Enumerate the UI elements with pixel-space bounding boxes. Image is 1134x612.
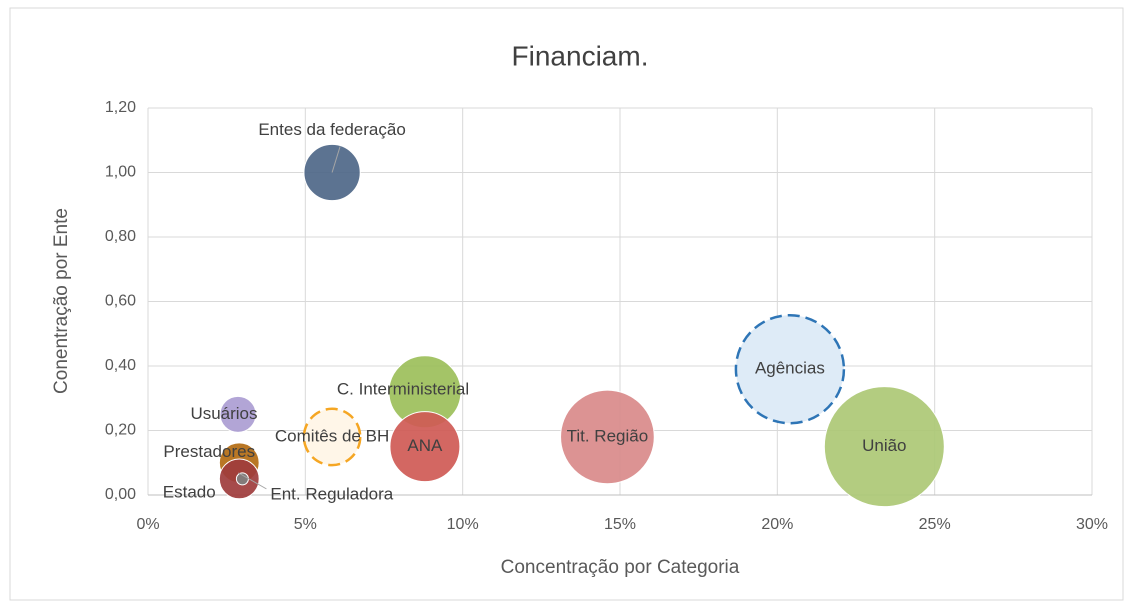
bubble [302, 407, 362, 467]
chart-frame [9, 7, 1124, 601]
y-axis-title: Conentração por Ente [51, 208, 72, 394]
x-tick-label: 30% [1076, 516, 1108, 533]
bubble [389, 411, 461, 483]
data-label: Agências [755, 359, 825, 378]
y-tick-label: 0,20 [105, 422, 136, 439]
chart-title: Financiam. [512, 40, 649, 71]
y-tick-label: 0,40 [105, 357, 136, 374]
data-label: União [862, 436, 906, 455]
x-tick-label: 5% [294, 516, 317, 533]
x-axis-title: Concentração por Categoria [501, 557, 740, 578]
x-tick-label: 15% [604, 516, 636, 533]
data-label: Prestadores [163, 442, 255, 461]
data-label: Ent. Reguladora [270, 484, 393, 503]
bubble [734, 313, 846, 425]
y-tick-label: 0,80 [105, 228, 136, 245]
data-label: Entes da federação [258, 120, 405, 139]
data-label: Estado [163, 482, 216, 501]
leader-line [238, 472, 267, 490]
x-tick-label: 0% [136, 516, 159, 533]
x-tick-label: 25% [919, 516, 951, 533]
data-label: Tit. Região [567, 426, 649, 445]
data-label: Comitês de BH [275, 426, 389, 445]
y-tick-label: 1,00 [105, 164, 136, 181]
data-label: ANA [407, 436, 443, 455]
data-label: Usuários [190, 404, 257, 423]
bubble [560, 389, 655, 485]
y-tick-label: 1,20 [105, 99, 136, 116]
y-tick-label: 0,00 [105, 486, 136, 503]
x-tick-label: 10% [447, 516, 479, 533]
data-label: C. Interministerial [337, 379, 469, 398]
bubble [823, 386, 945, 508]
leader-line [331, 146, 341, 173]
x-tick-label: 20% [761, 516, 793, 533]
bubble [219, 395, 257, 433]
y-tick-label: 0,60 [105, 293, 136, 310]
